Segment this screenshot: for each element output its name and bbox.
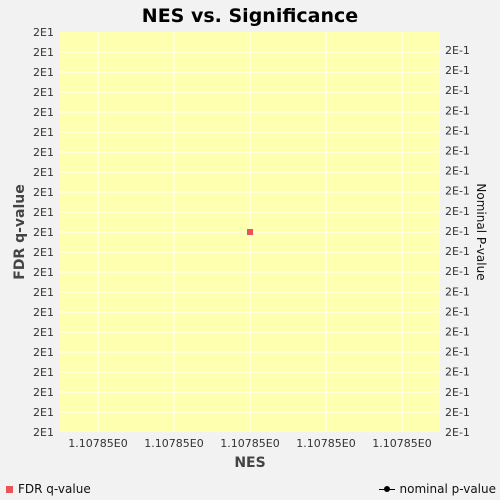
- nominal-line-marker-icon: [378, 485, 395, 493]
- y2-tick-label: 2E-1: [445, 205, 470, 218]
- y2-tick-label: 2E-1: [445, 346, 470, 359]
- y2-axis-label: Nominal P-value: [474, 183, 488, 280]
- y2-tick-label: 2E-1: [445, 406, 470, 419]
- y2-tick-label: 2E-1: [445, 44, 470, 57]
- y2-tick-label: 2E-1: [445, 325, 470, 338]
- y2-tick-label: 2E-1: [445, 84, 470, 97]
- data-points: [247, 229, 253, 235]
- y-axis-label: FDR q-value: [12, 184, 28, 280]
- y-tick-label: 2E1: [33, 406, 54, 419]
- y2-tick-label: 2E-1: [445, 305, 470, 318]
- fdr-square-icon: [6, 485, 13, 493]
- y-tick-label: 2E1: [33, 226, 54, 239]
- x-axis-label: NES: [234, 455, 265, 471]
- y-tick-label: 2E1: [33, 346, 54, 359]
- y-tick-label: 2E1: [33, 266, 54, 279]
- y-axis-ticks: 2E1 2E1 2E1 2E1 2E1 2E1 2E1 2E1 2E1 2E1 2E1 2E1 2E1 2…: [33, 26, 54, 439]
- y2-tick-label: 2E-1: [445, 64, 470, 77]
- y-tick-label: 2E1: [33, 386, 54, 399]
- y2-tick-label: 2E-1: [445, 285, 470, 298]
- x-axis-ticks: 1.10785E0 1.10785E0 1.10785E0 1.10785E0 1.10…: [68, 437, 431, 450]
- y-tick-label: 2E1: [33, 86, 54, 99]
- y-tick-label: 2E1: [33, 106, 54, 119]
- x-tick-label: 1.10785E0: [68, 437, 127, 450]
- y-tick-label: 2E1: [33, 166, 54, 179]
- y2-axis-ticks: 2E-1 2E-1 2E-1 2E-1 2E-1 2E-1 2E-1 2E-1 2E-1 2E-1…: [445, 44, 470, 439]
- y2-tick-label: 2E-1: [445, 185, 470, 198]
- y-tick-label: 2E1: [33, 426, 54, 439]
- y2-tick-label: 2E-1: [445, 426, 470, 439]
- y-tick-label: 2E1: [33, 326, 54, 339]
- y-tick-label: 2E1: [33, 246, 54, 259]
- chart-title: NES vs. Significance: [142, 5, 358, 27]
- y-tick-label: 2E1: [33, 286, 54, 299]
- y2-tick-label: 2E-1: [445, 104, 470, 117]
- x-tick-label: 1.10785E0: [372, 437, 431, 450]
- y-tick-label: 2E1: [33, 186, 54, 199]
- y-tick-label: 2E1: [33, 26, 54, 39]
- legend-fdr: FDR q-value: [6, 482, 91, 496]
- y-tick-label: 2E1: [33, 306, 54, 319]
- legend-fdr-label: FDR q-value: [18, 482, 91, 496]
- fdr-point: [247, 229, 253, 235]
- x-tick-label: 1.10785E0: [220, 437, 279, 450]
- y2-tick-label: 2E-1: [445, 245, 470, 258]
- y-tick-label: 2E1: [33, 366, 54, 379]
- y-tick-label: 2E1: [33, 146, 54, 159]
- y2-tick-label: 2E-1: [445, 265, 470, 278]
- y2-tick-label: 2E-1: [445, 165, 470, 178]
- legend-nominal-label: nominal p-value: [399, 482, 496, 496]
- x-tick-label: 1.10785E0: [144, 437, 203, 450]
- y2-tick-label: 2E-1: [445, 124, 470, 137]
- y2-tick-label: 2E-1: [445, 145, 470, 158]
- legend-nominal: nominal p-value: [378, 482, 496, 496]
- y-tick-label: 2E1: [33, 206, 54, 219]
- y-tick-label: 2E1: [33, 126, 54, 139]
- y2-tick-label: 2E-1: [445, 225, 470, 238]
- y2-tick-label: 2E-1: [445, 366, 470, 379]
- y-tick-label: 2E1: [33, 46, 54, 59]
- x-tick-label: 1.10785E0: [296, 437, 355, 450]
- y-tick-label: 2E1: [33, 66, 54, 79]
- y2-tick-label: 2E-1: [445, 386, 470, 399]
